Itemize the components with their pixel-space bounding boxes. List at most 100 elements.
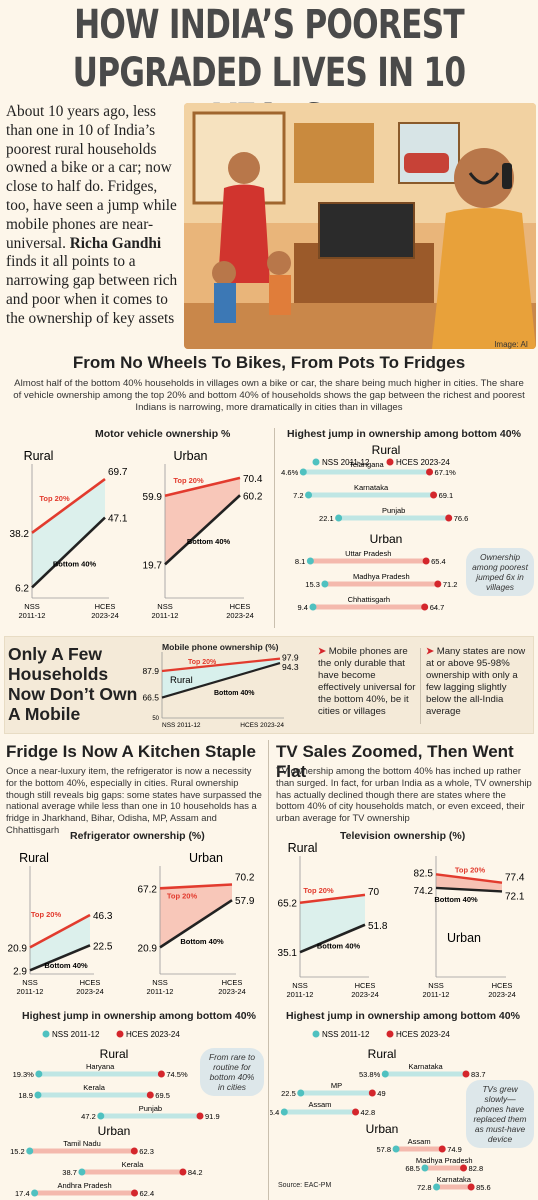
end-dot [368, 1089, 376, 1097]
legend-label: NSS 2011-12 [322, 1030, 370, 1039]
start-dot [309, 603, 317, 611]
start-value: 4.6% [281, 468, 298, 477]
x-tick-label: HCES [95, 602, 116, 611]
fridge-section-dek: Once a near-luxury item, the refrigerato… [6, 765, 262, 835]
range-bar [324, 581, 438, 587]
top20-label: Top 20% [31, 910, 62, 919]
mobile-title-line-3: Now Don’t Own [8, 684, 138, 704]
start-dot [433, 1183, 441, 1191]
start-dot [335, 514, 343, 522]
x-tick-label: 2023-24 [351, 990, 379, 999]
legend-label: HCES 2023-24 [396, 458, 450, 467]
value-label: 70.4 [243, 474, 263, 485]
x-tick-label: HCES [80, 978, 101, 987]
end-dot [426, 468, 434, 476]
state-label: Assam [308, 1100, 331, 1109]
vehicle-section-title: From No Wheels To Bikes, From Pots To Fr… [72, 353, 466, 372]
x-tick-label: HCES 2023-24 [240, 722, 284, 729]
range-bar [100, 1113, 201, 1119]
state-label: Punjab [139, 1104, 162, 1113]
state-label: Telangana [349, 460, 384, 469]
bottom40-line [161, 662, 281, 699]
end-value: 62.4 [140, 1189, 155, 1198]
group-title: Urban [98, 1124, 131, 1138]
top20-label: Top 20% [188, 659, 217, 666]
x-tick-label: NSS [157, 602, 172, 611]
state-label: MP [331, 1081, 342, 1090]
x-tick-label: HCES [355, 981, 376, 990]
end-value: 62.3 [139, 1147, 154, 1156]
top20-label: Top 20% [167, 891, 198, 900]
nss-legend-dot [312, 458, 320, 466]
top20-label: Top 20% [303, 886, 334, 895]
start-dot [421, 1164, 429, 1172]
bottom40-line [164, 494, 241, 566]
start-value: 18.9 [18, 1091, 33, 1100]
end-value: 67.1% [435, 468, 457, 477]
top20-label: Top 20% [455, 865, 486, 874]
top20-label: Top 20% [39, 494, 70, 503]
tv-section-title: TV Sales Zoomed, Then Went Flat [276, 742, 514, 781]
panel-name: Rural [288, 842, 318, 855]
mobile-chart: 87.9 66.5 97.994.3 50 Top 20% Rural Bottom 40%… [142, 652, 299, 729]
group-title: Urban [366, 1122, 399, 1136]
x-tick-label: 2023-24 [488, 990, 516, 999]
end-value: 91.9 [205, 1112, 220, 1121]
end-dot [462, 1070, 470, 1078]
end-dot [146, 1091, 154, 1099]
range-bar [81, 1169, 183, 1175]
panel-name: Urban [173, 449, 207, 463]
start-value: 7.2 [293, 491, 303, 500]
state-label: Haryana [86, 1062, 115, 1071]
start-dot [34, 1091, 42, 1099]
range-bar [284, 1109, 356, 1115]
family-illustration-art [184, 103, 536, 349]
group-title: Rural [100, 1047, 129, 1061]
start-dot [280, 1108, 288, 1116]
bottom40-line [29, 944, 91, 972]
end-value: 49 [377, 1089, 385, 1098]
x-tick-label: 2011-12 [17, 987, 44, 996]
bottom40-label: Bottom 40% [44, 961, 88, 970]
range-bar [396, 1146, 443, 1152]
headline-line-1: HOW INDIA’S POOREST [74, 2, 465, 48]
start-value: 68.5 [405, 1164, 420, 1173]
value-label: 57.9 [235, 896, 255, 907]
end-dot [131, 1189, 139, 1197]
state-label: Assam [408, 1137, 431, 1146]
start-dot [97, 1112, 105, 1120]
fridge-section-title: Fridge Is Now A Kitchen Staple [6, 742, 256, 761]
state-label: Kerala [122, 1160, 145, 1169]
start-dot [381, 1070, 389, 1078]
end-value: 65.4 [431, 557, 446, 566]
family-illustration [184, 103, 536, 349]
value-label: 87.9 [142, 666, 159, 676]
end-value: 83.7 [471, 1070, 486, 1079]
fridge-chart: 20.9 2.9 46.3 22.5 Rural Top 20% Bottom 40% NSS… [8, 851, 255, 996]
x-tick-label: NSS [292, 981, 307, 990]
x-tick-label: 2023-24 [226, 611, 254, 620]
bottom40-line [435, 886, 503, 893]
value-label: 66.5 [142, 693, 159, 703]
range-bar [310, 558, 427, 564]
hces-legend-dot [116, 1030, 124, 1038]
end-dot [434, 580, 442, 588]
state-label: Karnataka [409, 1062, 444, 1071]
mobile-bullet-1: ➤ Mobile phones are the only durable tha… [318, 646, 418, 718]
value-label: 74.2 [414, 886, 434, 897]
value-label: 51.8 [368, 921, 388, 932]
start-value: 47.2 [81, 1112, 96, 1121]
state-label: Tamil Nadu [63, 1139, 101, 1148]
start-dot [26, 1147, 34, 1155]
range-bar [34, 1190, 135, 1196]
hces-legend-dot [386, 1030, 394, 1038]
end-dot [438, 1145, 446, 1153]
start-dot [35, 1070, 43, 1078]
panel-name: Urban [189, 851, 223, 865]
tv-jump-note: TVs grew slowly—phones have replaced the… [466, 1080, 534, 1148]
range-bar [37, 1092, 151, 1098]
vehicle-section-dek: Almost half of the bottom 40% households… [13, 378, 525, 413]
end-dot [467, 1183, 475, 1191]
